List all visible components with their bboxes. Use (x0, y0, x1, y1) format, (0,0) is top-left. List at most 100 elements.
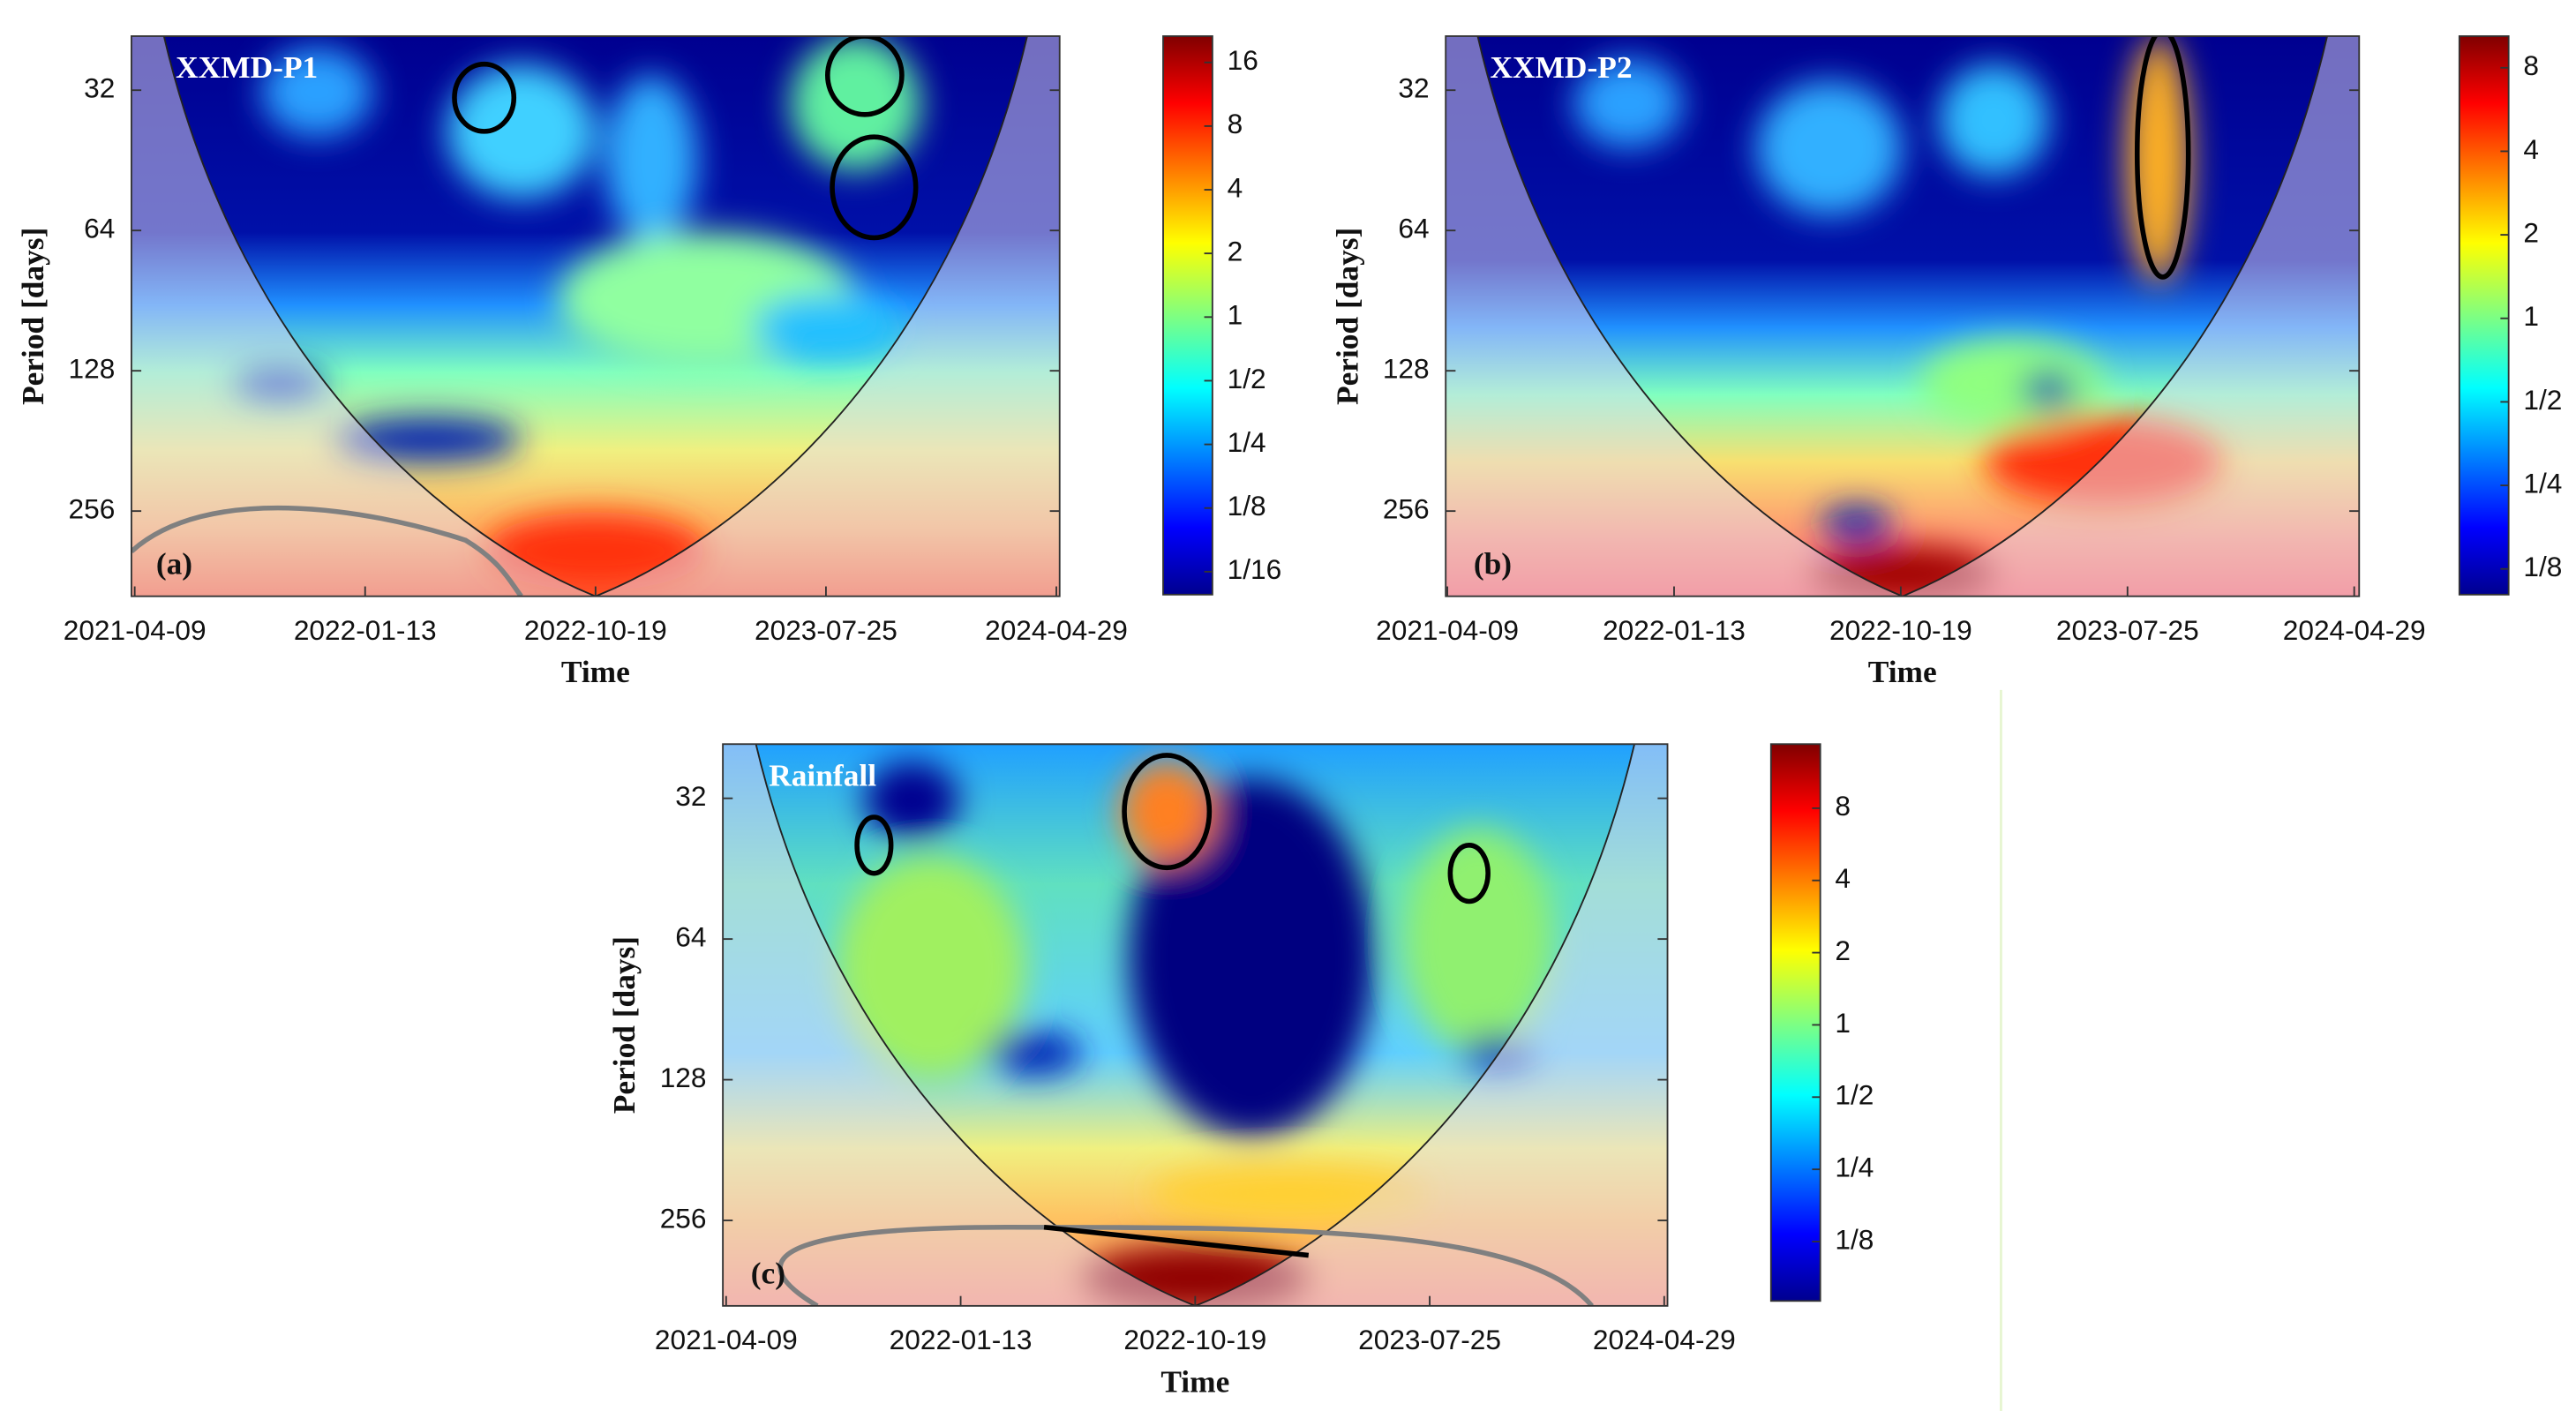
x-tick-label: 2021-04-09 (655, 1324, 798, 1355)
panel-title: XXMD-P2 (1490, 49, 1632, 85)
colorbar-tick-label: 1 (1835, 1007, 1851, 1039)
x-tick-label: 2022-01-13 (890, 1324, 1033, 1355)
colorbar-tick-label: 8 (2523, 49, 2539, 81)
heatmap-blob (605, 75, 698, 244)
y-tick-label: 32 (675, 780, 706, 812)
y-tick-label: 256 (1383, 493, 1430, 525)
x-tick-label: 2022-01-13 (1603, 614, 1746, 646)
x-tick-label: 2024-04-29 (2283, 614, 2426, 646)
significance-contour (452, 61, 517, 134)
colorbar (2458, 35, 2510, 596)
y-tick-label: 128 (660, 1062, 707, 1093)
coi-shade (131, 35, 1060, 597)
heatmap-blob (1939, 64, 2049, 176)
panel-label: (c) (751, 1255, 785, 1290)
x-tick-label: 2022-10-19 (1829, 614, 1972, 646)
heatmap-blob (447, 64, 596, 199)
plot-frame (1445, 35, 2361, 597)
heatmap-blob (753, 293, 902, 362)
colorbar-tick-label: 1/8 (1835, 1223, 1874, 1255)
y-tick-label: 64 (84, 213, 115, 244)
colorbar-tick-label: 1/16 (1228, 553, 1282, 585)
heatmap-blob (1129, 777, 1375, 1137)
y-axis-label: Period [days] (15, 228, 50, 405)
colorbar-tick-label: 4 (1228, 171, 1243, 203)
significance-line (1043, 1224, 1310, 1258)
colorbar (1769, 743, 1821, 1302)
heatmap-blob (2021, 372, 2077, 406)
heatmap-blob (1119, 761, 1214, 862)
y-tick-label: 64 (675, 920, 706, 952)
colorbar-tick-label: 1/8 (2523, 551, 2562, 582)
significance-contour (1122, 753, 1213, 871)
x-tick-label: 2021-04-09 (64, 614, 207, 646)
x-axis-label: Time (1868, 654, 1937, 689)
colorbar-tick-label: 1/8 (1228, 490, 1266, 522)
colorbar (1162, 35, 1213, 596)
x-axis-label: Time (561, 654, 630, 689)
significance-contour (825, 35, 905, 117)
colorbar-tick-label: 1/4 (2523, 467, 2562, 499)
panel-title: Rainfall (769, 757, 876, 792)
y-tick-label: 256 (660, 1202, 707, 1234)
x-axis-label: Time (1160, 1363, 1229, 1399)
colorbar-tick-label: 2 (1228, 236, 1243, 267)
heatmap-blob (987, 1030, 1082, 1076)
colorbar-tick-label: 2 (1835, 934, 1851, 966)
colorbar-tick-label: 1 (2523, 300, 2539, 332)
colorbar-tick-label: 2 (2523, 216, 2539, 248)
x-tick-label: 2021-04-09 (1376, 614, 1519, 646)
colorbar-tick-label: 4 (1835, 862, 1851, 894)
y-tick-label: 32 (1398, 72, 1429, 104)
y-tick-label: 128 (69, 353, 116, 385)
colorbar-tick-label: 8 (1835, 790, 1851, 822)
y-tick-label: 128 (1383, 353, 1430, 385)
colorbar-tick-label: 8 (1228, 108, 1243, 139)
x-tick-label: 2023-07-25 (755, 614, 897, 646)
x-tick-label: 2024-04-29 (985, 614, 1128, 646)
x-tick-label: 2022-01-13 (294, 614, 437, 646)
heatmap-blob (261, 47, 373, 138)
heatmap-blob (836, 856, 1025, 1082)
heatmap-blob (1573, 58, 1684, 148)
colorbar-tick-label: 16 (1228, 44, 1258, 76)
significance-contour-coi (131, 505, 523, 597)
significance-contour (1447, 843, 1491, 904)
heatmap-blob (790, 35, 920, 171)
colorbar-tick-label: 1/2 (1835, 1079, 1874, 1111)
x-tick-label: 2022-10-19 (1123, 1324, 1266, 1355)
significance-contour (830, 134, 919, 241)
y-tick-label: 256 (69, 493, 116, 525)
colorbar-tick-label: 1/2 (2523, 384, 2562, 416)
colorbar-tick-label: 1/4 (1835, 1151, 1874, 1182)
panel-label: (b) (1474, 545, 1512, 581)
y-tick-label: 32 (84, 72, 115, 104)
significance-contour (2134, 35, 2191, 280)
colorbar-tick-label: 4 (2523, 133, 2539, 165)
heatmap-blob (1756, 80, 1903, 216)
panel-title: XXMD-P1 (176, 49, 318, 85)
heatmap-blob (864, 761, 959, 840)
heatmap-blob (1402, 828, 1555, 1054)
coi-shade (723, 744, 1668, 1306)
heatmap-blob (1920, 338, 2104, 429)
x-tick-label: 2022-10-19 (524, 614, 667, 646)
colorbar-tick-label: 1/4 (1228, 426, 1266, 458)
colorbar-tick-label: 1/2 (1228, 363, 1266, 394)
coi-shade (1446, 35, 2360, 597)
colorbar-tick-label: 1 (1228, 299, 1243, 331)
heatmap-blob (1820, 507, 1894, 541)
heatmap (131, 35, 1060, 597)
y-axis-label: Period [days] (1329, 228, 1364, 405)
y-axis-label: Period [days] (606, 936, 642, 1114)
x-tick-label: 2023-07-25 (1358, 1324, 1501, 1355)
significance-contour (854, 814, 894, 876)
x-tick-label: 2024-04-29 (1593, 1324, 1736, 1355)
panel-label: (a) (156, 545, 192, 581)
y-tick-label: 64 (1398, 213, 1429, 244)
x-tick-label: 2023-07-25 (2056, 614, 2199, 646)
heatmap (723, 744, 1668, 1306)
heatmap (1446, 35, 2360, 597)
